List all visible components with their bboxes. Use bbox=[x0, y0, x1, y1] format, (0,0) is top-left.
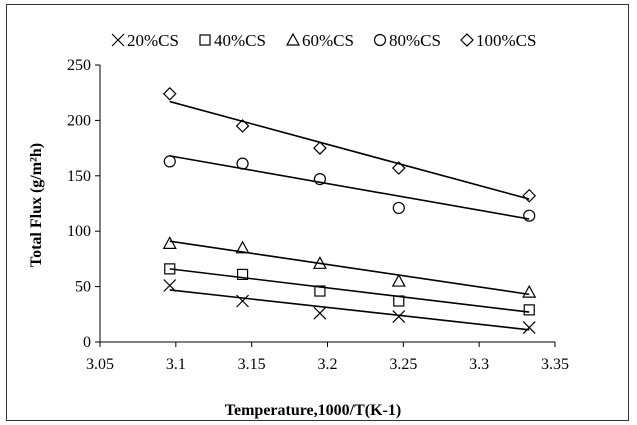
data-point bbox=[393, 202, 404, 213]
legend-marker bbox=[375, 35, 386, 46]
y-tick-label: 250 bbox=[67, 57, 91, 74]
data-point bbox=[524, 305, 534, 315]
data-point bbox=[164, 156, 175, 167]
data-point bbox=[237, 295, 249, 307]
y-tick-label: 0 bbox=[83, 334, 91, 351]
legend-marker bbox=[287, 34, 299, 45]
data-point bbox=[393, 275, 405, 286]
legend-label: 100%CS bbox=[476, 31, 536, 50]
data-point bbox=[164, 279, 176, 291]
x-tick-label: 3.1 bbox=[166, 356, 186, 373]
data-point bbox=[523, 322, 535, 334]
x-tick-label: 3.35 bbox=[541, 356, 569, 373]
data-point bbox=[164, 237, 176, 248]
data-point bbox=[314, 307, 326, 319]
y-tick-label: 200 bbox=[67, 112, 91, 129]
x-tick-label: 3.25 bbox=[389, 356, 417, 373]
y-tick-label: 150 bbox=[67, 168, 91, 185]
legend-marker bbox=[112, 34, 124, 46]
y-tick-label: 50 bbox=[75, 279, 91, 296]
trendline bbox=[170, 290, 529, 330]
data-point bbox=[237, 158, 248, 169]
legend-marker bbox=[461, 34, 473, 46]
data-point bbox=[164, 88, 176, 100]
data-point bbox=[524, 210, 535, 221]
y-tick-label: 100 bbox=[67, 223, 91, 240]
x-tick-label: 3.3 bbox=[469, 356, 489, 373]
legend: 20%CS 40%CS 60%CS 80%CS 100%CS bbox=[112, 31, 536, 50]
trendline bbox=[170, 102, 529, 200]
trendlines bbox=[170, 102, 529, 330]
x-tick-label: 3.15 bbox=[238, 356, 266, 373]
legend-label: 20%CS bbox=[127, 31, 179, 50]
data-point bbox=[523, 286, 535, 297]
trendline bbox=[170, 156, 529, 219]
legend-label: 60%CS bbox=[302, 31, 354, 50]
y-axis-title: Total Flux (g/m²h) bbox=[28, 143, 45, 267]
legend-marker bbox=[200, 35, 210, 45]
x-tick-label: 3.05 bbox=[86, 356, 114, 373]
trendline bbox=[170, 241, 529, 294]
trendline bbox=[170, 269, 529, 312]
legend-label: 40%CS bbox=[214, 31, 266, 50]
legend-label: 80%CS bbox=[389, 31, 441, 50]
x-tick-label: 3.2 bbox=[318, 356, 338, 373]
data-point bbox=[523, 190, 535, 202]
x-axis-title: Temperature,1000/T(K-1) bbox=[225, 402, 401, 419]
